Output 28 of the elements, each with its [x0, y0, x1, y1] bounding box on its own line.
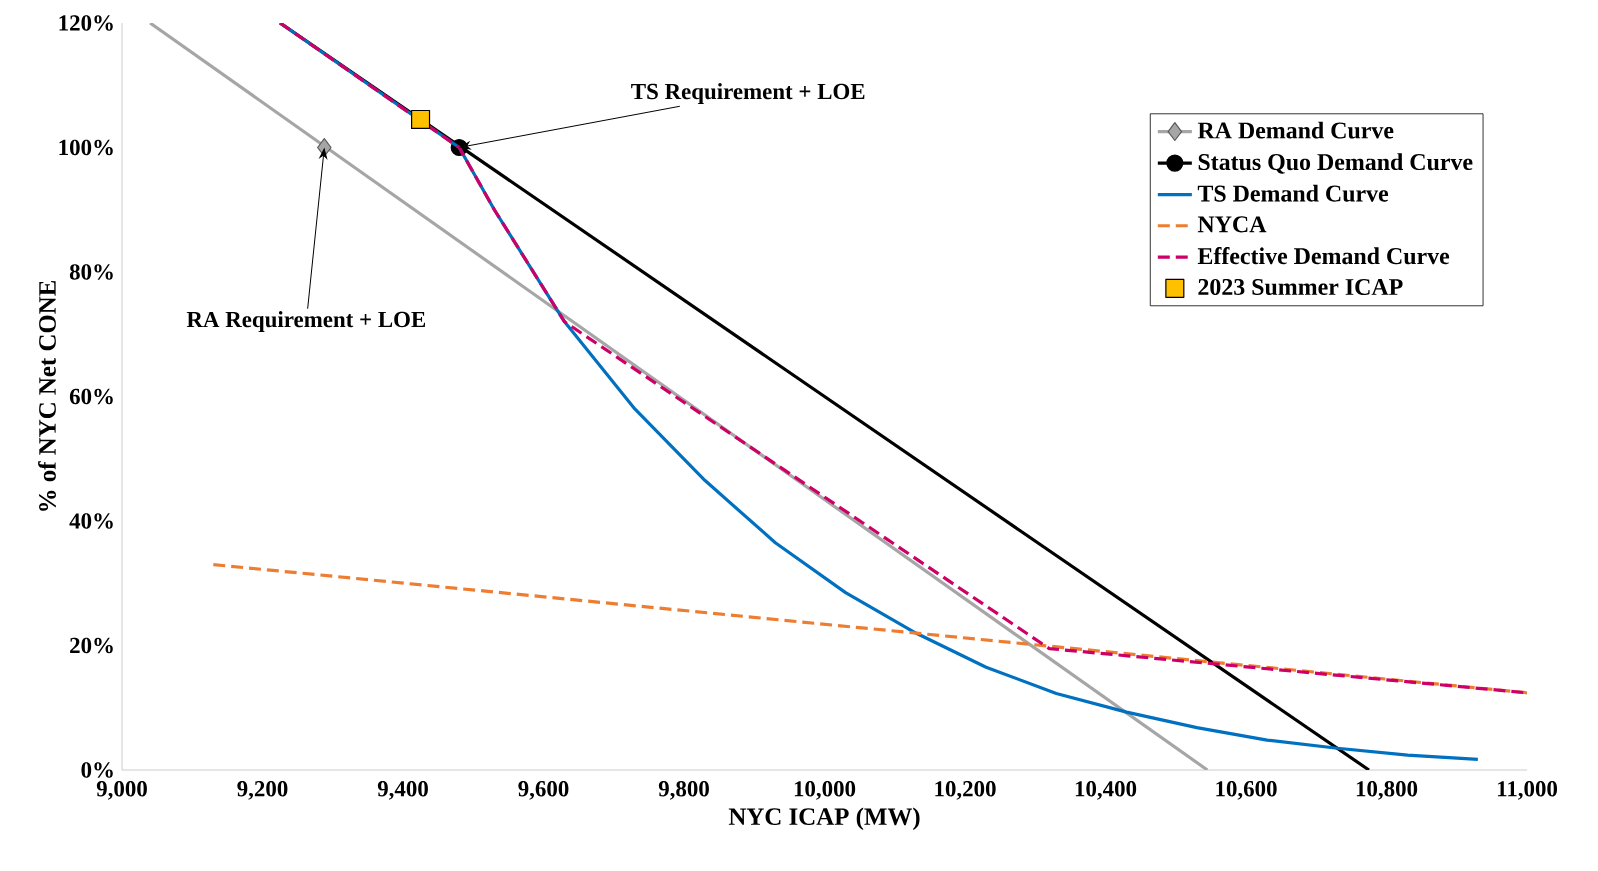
legend-label: Effective Demand Curve	[1197, 247, 1450, 265]
y-tick-label: 80%	[69, 264, 113, 280]
x-tick-label: 10,200	[935, 781, 996, 800]
x-tick-label: 9,400	[377, 781, 428, 800]
y-tick-label: 20%	[70, 637, 113, 654]
y-tick-label: 120%	[59, 15, 113, 31]
x-axis-title: NYC ICAP (MW)	[728, 807, 920, 831]
x-tick-label: 11,000	[1497, 781, 1558, 800]
legend-label: 2023 Summer ICAP	[1198, 278, 1403, 296]
x-tick-label: 9,600	[518, 781, 569, 800]
x-tick-label: 10,000	[794, 781, 856, 800]
x-tick-label: 9,200	[237, 781, 288, 800]
legend-label: Status Quo Demand Curve	[1198, 153, 1473, 174]
x-tick-label: 9,800	[658, 781, 709, 800]
annotation: RA Requirement + LOE	[186, 311, 426, 332]
y-tick-label: 0%	[81, 762, 113, 778]
annotation: TS Requirement + LOE	[631, 83, 865, 104]
y-axis-title: % of NYC Net CONE	[38, 280, 56, 511]
y-tick-label: 100%	[59, 139, 113, 156]
y-tick-label: 40%	[69, 513, 113, 529]
x-tick-label: 9,000	[96, 781, 147, 800]
legend-label: NYCA	[1197, 216, 1267, 233]
x-tick-label: 10,400	[1075, 781, 1137, 800]
legend-label: RA Demand Curve	[1197, 121, 1394, 139]
y-tick-label: 60%	[69, 388, 113, 405]
x-tick-label: 10,800	[1356, 781, 1418, 800]
x-tick-label: 10,600	[1216, 781, 1277, 800]
legend-label: TS Demand Curve	[1197, 184, 1389, 202]
